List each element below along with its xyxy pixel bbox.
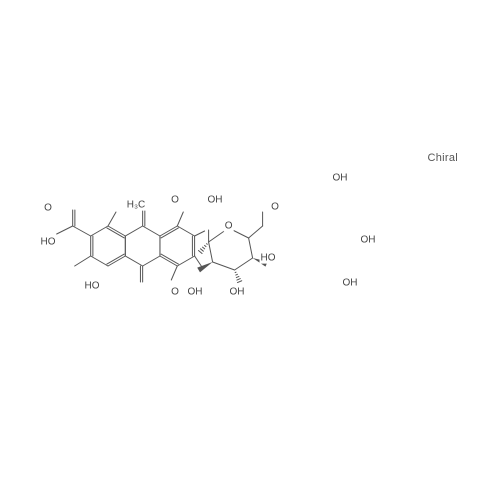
svg-text:HO: HO — [41, 237, 56, 248]
svg-text:O: O — [171, 287, 179, 298]
svg-text:HO: HO — [85, 281, 100, 292]
svg-text:OH: OH — [333, 173, 348, 184]
svg-text:OH: OH — [361, 235, 376, 246]
svg-text:OH: OH — [230, 287, 245, 298]
svg-text:O: O — [225, 221, 233, 232]
svg-text:O: O — [44, 203, 52, 214]
svg-text:OH: OH — [188, 287, 203, 298]
chirality-label: Chiral — [427, 152, 458, 164]
svg-text:O: O — [171, 195, 179, 206]
svg-text:OH: OH — [343, 278, 358, 289]
molecule-figure: OHOHOH₃COOOHOHOHOOHHOOHOHO — [0, 0, 500, 500]
svg-text:O: O — [271, 202, 279, 213]
svg-text:HO: HO — [261, 253, 276, 264]
svg-text:H₃C: H₃C — [127, 200, 146, 211]
svg-text:OH: OH — [208, 195, 223, 206]
